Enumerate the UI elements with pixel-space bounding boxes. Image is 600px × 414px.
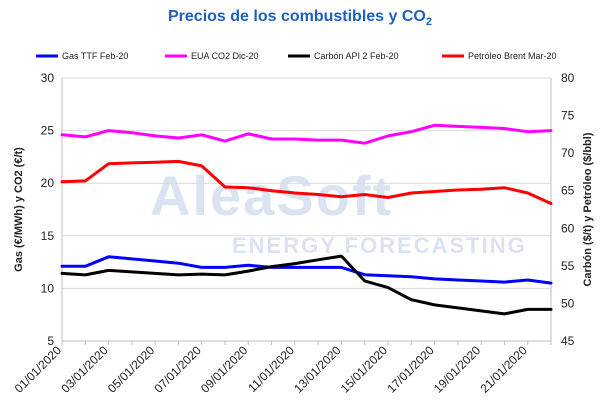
x-tick-label: 07/01/2020	[151, 343, 204, 396]
legend-item: EUA CO2 Dic-20	[165, 51, 259, 61]
legend-label: Carbón API 2 Feb-20	[314, 51, 399, 61]
legend-item: Petróleo Brent Mar-20	[442, 51, 557, 61]
y-right-tick-label: 80	[561, 71, 575, 85]
x-tick-label: 09/01/2020	[198, 343, 251, 396]
x-tick-label: 19/01/2020	[431, 343, 484, 396]
y-left-tick-label: 10	[41, 281, 55, 295]
y-right-tick-label: 75	[561, 109, 575, 123]
legend-item: Gas TTF Feb-20	[36, 51, 128, 61]
chart-title-subscript: 2	[425, 16, 432, 29]
series-line-eua-co2-dic-20	[60, 123, 553, 145]
chart-title-main: Precios de los combustibles y CO	[168, 8, 426, 25]
y-right-axis-title: Carbón ($/t) y Petróleo ($/bbl)	[582, 132, 594, 286]
x-tick-label: 01/01/2020	[12, 343, 65, 396]
y-right-tick-label: 55	[561, 259, 575, 273]
x-tick-label: 11/01/2020	[245, 343, 297, 395]
x-tick-label: 21/01/2020	[477, 343, 530, 396]
y-left-tick-label: 15	[41, 229, 55, 243]
y-left-tick-label: 20	[41, 176, 55, 190]
legend: Gas TTF Feb-20 EUA CO2 Dic-20 Carbón API 2…	[36, 51, 557, 61]
y-left-tick-label: 5	[47, 334, 54, 348]
series-line-petr-leo-brent-mar-20	[60, 159, 553, 205]
series-lines	[60, 123, 553, 316]
y-right-tick-label: 70	[561, 146, 575, 160]
y-left-tick-label: 30	[41, 71, 55, 85]
legend-label: Petróleo Brent Mar-20	[468, 51, 557, 61]
y-right-tick-label: 60	[561, 221, 575, 235]
y-right-tick-label: 65	[561, 184, 575, 198]
watermark-tagline: ENERGY FORECASTING	[232, 233, 527, 258]
y-left-tick-label: 25	[41, 124, 55, 138]
x-tick-label: 15/01/2020	[338, 343, 391, 396]
x-tick-label: 13/01/2020	[291, 343, 344, 396]
y-right-tick-label: 45	[561, 334, 575, 348]
legend-label: Gas TTF Feb-20	[62, 51, 128, 61]
x-tick-label: 05/01/2020	[105, 343, 158, 396]
chart-title: Precios de los combustibles y CO2	[0, 8, 600, 28]
watermark: AleaSoft ENERGY FORECASTING	[150, 164, 527, 258]
y-right-tick-label: 50	[561, 296, 575, 310]
y-left-axis-title: Gas (€/MWh) y CO2 (€/t)	[13, 147, 25, 272]
x-tick-label: 17/01/2020	[384, 343, 437, 396]
legend-label: EUA CO2 Dic-20	[191, 51, 259, 61]
x-tick-label: 03/01/2020	[58, 343, 111, 396]
series-line-gas-ttf-feb-20	[60, 255, 553, 285]
legend-item: Carbón API 2 Feb-20	[288, 51, 399, 61]
series-line-carb-n-api-2-feb-20	[60, 254, 553, 316]
